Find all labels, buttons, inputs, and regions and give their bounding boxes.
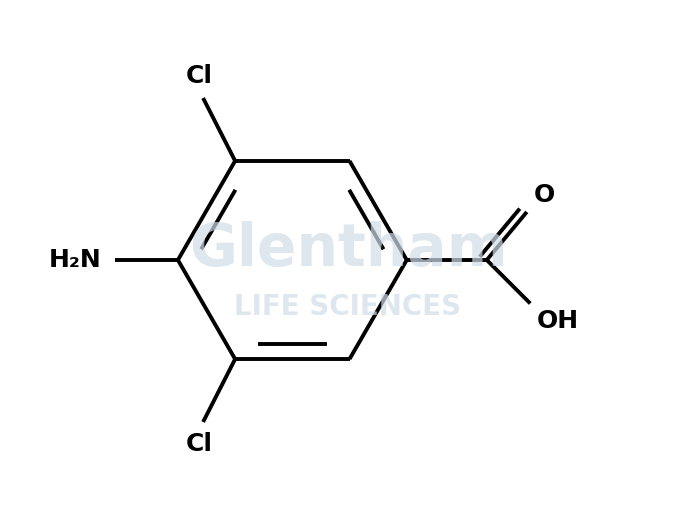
Text: OH: OH [537,309,579,333]
Text: Cl: Cl [186,63,213,87]
Text: H₂N: H₂N [48,248,101,272]
Text: Cl: Cl [186,433,213,457]
Text: Glentham: Glentham [189,221,507,278]
Text: O: O [534,183,555,207]
Text: LIFE SCIENCES: LIFE SCIENCES [235,293,461,321]
